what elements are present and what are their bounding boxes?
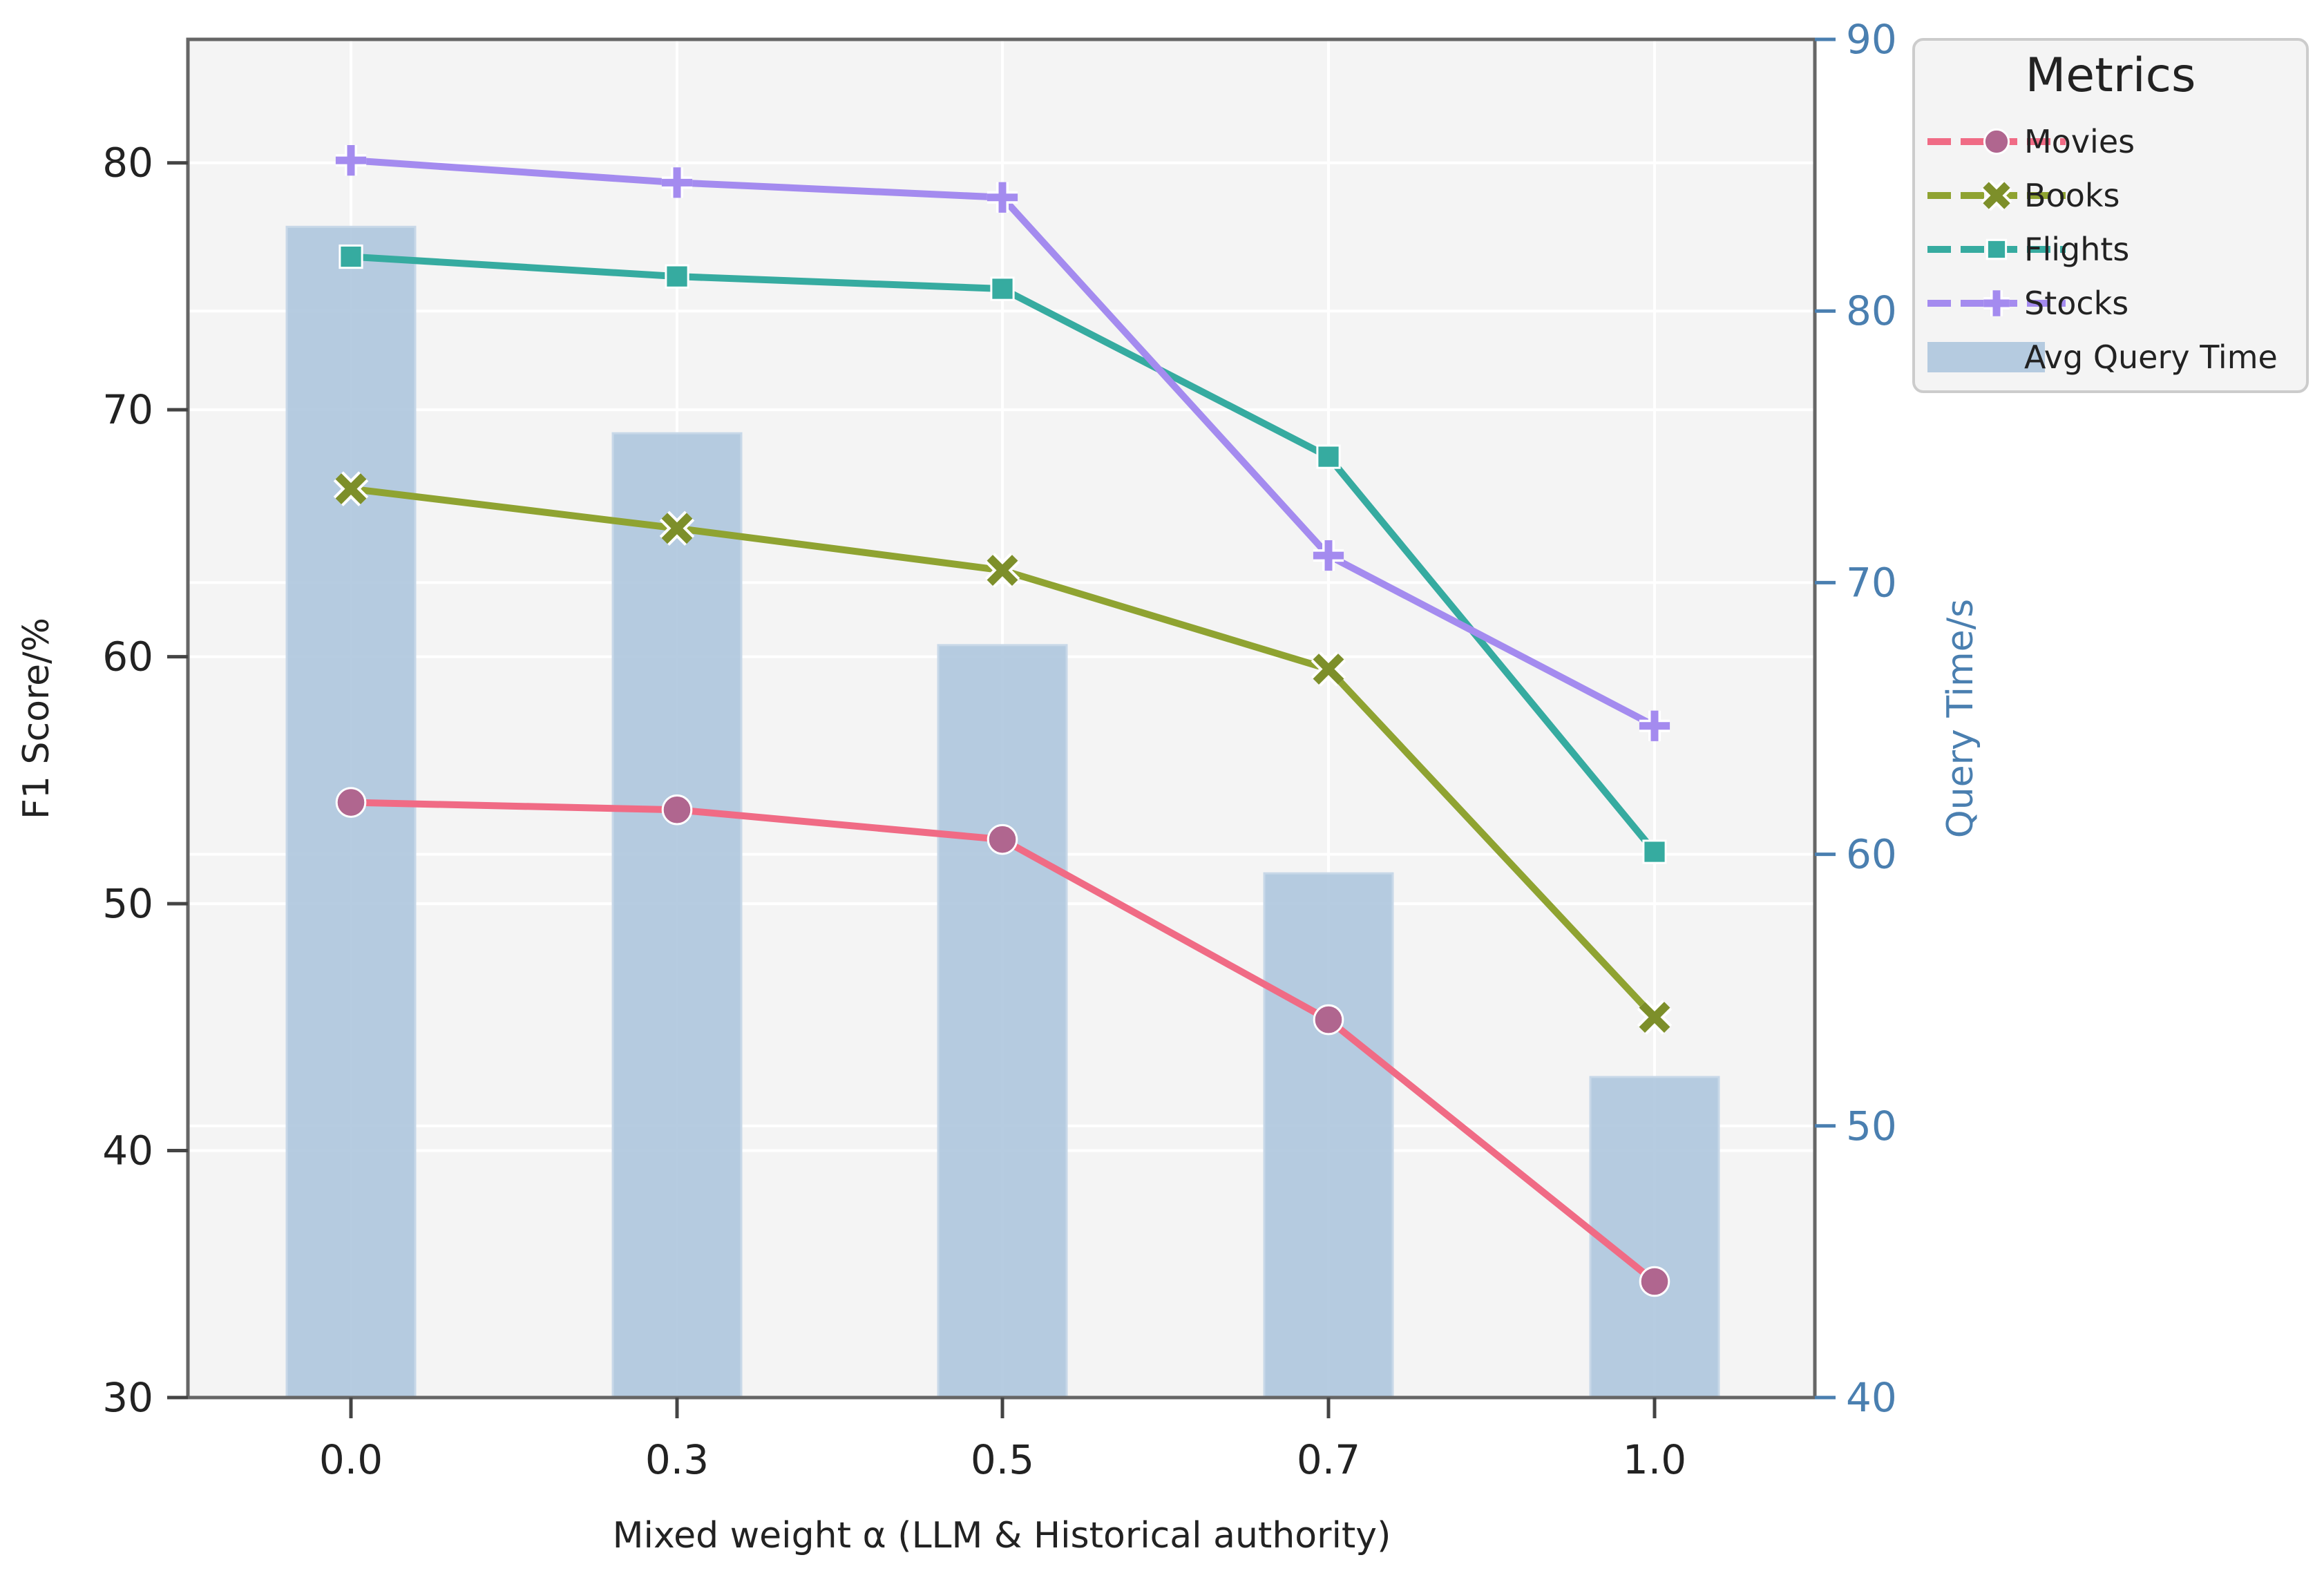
legend-marker-movies: [1983, 128, 2010, 155]
legend-marker-books: [1983, 182, 2010, 209]
marker-books: [1639, 1002, 1670, 1033]
marker-stocks: [1313, 540, 1344, 571]
legend-marker-flights: [1985, 238, 2008, 260]
y-right-tick-label: 90: [1846, 16, 1897, 63]
marker-movies: [987, 823, 1018, 855]
f1-series-lines: [333, 145, 1673, 1297]
x-tick-label: 1.0: [1623, 1436, 1686, 1483]
marker-stocks: [987, 182, 1018, 213]
marker-movies: [335, 787, 367, 818]
marker-books: [987, 555, 1018, 586]
marker-flights: [1316, 444, 1341, 469]
legend-label-movies: Movies: [2024, 123, 2135, 160]
query-time-bars: [285, 225, 1720, 1399]
x-tick-label: 0.5: [971, 1436, 1034, 1483]
y-tick-label: 30: [102, 1374, 153, 1421]
legend-entries: Movies Books Flights Stocks Avg Query Time: [1927, 123, 2278, 376]
marker-books: [335, 473, 367, 505]
query-time-bar: [611, 432, 743, 1399]
x-tick-label: 0.0: [319, 1436, 383, 1483]
marker-stocks: [1639, 710, 1670, 741]
y-axis-right-label: Query Time/s: [1940, 599, 1981, 838]
marker-books: [661, 513, 693, 544]
x-tick-label: 0.3: [645, 1436, 709, 1483]
marker-flights: [665, 264, 689, 289]
y-tick-label: 60: [102, 633, 153, 680]
legend-swatch-query-time: [1927, 342, 2045, 372]
y-tick-label: 70: [102, 386, 153, 433]
marker-flights: [990, 276, 1015, 301]
query-time-bar: [1589, 1076, 1720, 1399]
legend-title: Metrics: [2026, 48, 2196, 103]
legend-label-flights: Flights: [2024, 231, 2129, 268]
y-right-tick-label: 80: [1846, 287, 1897, 334]
x-tick-label: 0.7: [1297, 1436, 1360, 1483]
marker-stocks: [661, 167, 693, 198]
legend: Metrics Movies Books Flights Stocks Avg Quer…: [1912, 38, 2309, 393]
marker-movies: [1313, 1004, 1344, 1036]
y-right-tick-label: 50: [1846, 1103, 1897, 1150]
x-axis-label: Mixed weight α (LLM & Historical authori…: [613, 1515, 1391, 1556]
legend-label-books: Books: [2024, 177, 2120, 214]
marker-flights: [1642, 839, 1667, 864]
query-time-bar: [1263, 872, 1394, 1399]
y-right-tick-label: 70: [1846, 559, 1897, 606]
marker-movies: [1639, 1266, 1670, 1297]
query-time-bar: [937, 644, 1068, 1399]
y-right-tick-label: 40: [1846, 1374, 1897, 1421]
marker-books: [1313, 654, 1344, 685]
y-tick-label: 80: [102, 140, 153, 187]
marker-flights: [339, 244, 363, 269]
y-tick-label: 40: [102, 1127, 153, 1174]
marker-movies: [661, 794, 693, 826]
marker-stocks: [335, 145, 367, 176]
y-right-tick-label: 60: [1846, 831, 1897, 878]
y-axis-label: F1 Score/%: [16, 618, 57, 819]
legend-label-stocks: Stocks: [2024, 285, 2128, 322]
legend-label-query-time: Avg Query Time: [2024, 339, 2278, 376]
legend-marker-stocks: [1983, 290, 2010, 316]
y-tick-label: 50: [102, 880, 153, 927]
axis-ticks: 30 40 50 60 70 80 40 50 60 70 80 90 0.0 0.3 0.5 0.7 1.0: [102, 16, 1897, 1483]
